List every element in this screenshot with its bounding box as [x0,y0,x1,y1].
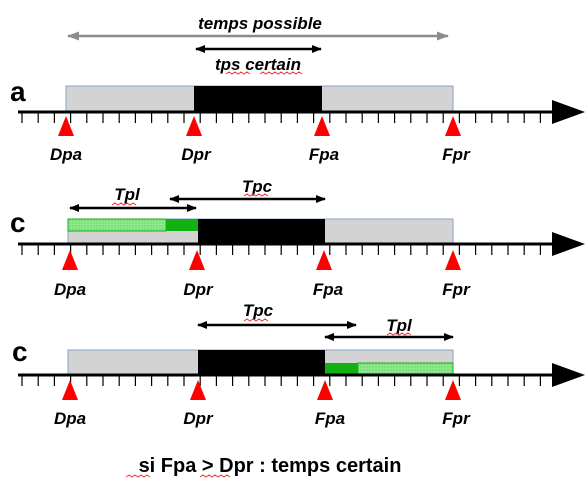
marker-label-dpa: Dpa [54,409,86,428]
row-c-markers [62,380,461,400]
row-label-a: a [10,76,26,107]
row-b-markers [62,250,461,270]
tps-certain-label: tps certain [215,55,301,74]
marker-fpa-triangle [317,380,333,400]
squiggle-underline [243,318,269,322]
temps-possible-label: temps possible [198,14,322,33]
marker-fpr-triangle [445,116,461,136]
marker-label-dpa: Dpa [50,145,82,164]
row-b-green-dark-bar [166,219,198,231]
marker-label-fpr: Fpr [442,280,471,299]
axis-arrowhead [552,232,585,256]
row-c-arrow2-label: Tpl [386,316,413,335]
squiggle-underline [225,71,251,75]
marker-label-fpa: Fpa [315,409,345,428]
marker-dpr-triangle [190,380,206,400]
row-b-time-axis [18,232,585,256]
marker-label-dpr: Dpr [183,280,214,299]
row-c-green-light-bar [357,362,454,376]
squiggle-underline [125,474,151,478]
row-label-b: c [10,207,26,238]
marker-dpr-triangle [189,250,205,270]
squiggle-underline [259,71,303,75]
marker-label-fpa: Fpa [309,145,339,164]
row-a-time-axis [18,100,585,124]
marker-dpr-triangle [186,116,202,136]
row-a-certain-bar [194,86,322,112]
marker-label-fpa: Fpa [313,280,343,299]
marker-label-fpr: Fpr [442,145,471,164]
axis-arrowhead [552,363,585,387]
row-b-green-light-bar [67,218,167,232]
marker-dpa-triangle [58,116,74,136]
row-c-arrow1-label: Tpc [243,301,274,320]
squiggle-underline [243,193,269,197]
row-b-arrow2-label: Tpc [242,177,273,196]
marker-fpr-triangle [445,380,461,400]
marker-label-dpr: Dpr [181,145,212,164]
row-b-arrow1-label: Tpl [114,185,141,204]
squiggle-underline [199,474,231,478]
marker-label-fpr: Fpr [442,409,471,428]
row-label-c: c [12,336,28,367]
row-c-green-dark-bar [325,363,358,375]
marker-dpa-triangle [62,380,78,400]
caption: si Fpa > Dpr : temps certain [139,455,402,477]
squiggle-underline [386,332,412,336]
row-a-markers [58,116,461,136]
axis-arrowhead [552,100,585,124]
marker-fpa-triangle [316,250,332,270]
marker-label-dpa: Dpa [54,280,86,299]
squiggle-underline [111,202,137,206]
marker-dpa-triangle [62,250,78,270]
marker-label-dpr: Dpr [183,409,214,428]
row-b-certain-bar [198,219,325,243]
marker-fpr-triangle [445,250,461,270]
marker-fpa-triangle [314,116,330,136]
row-c-certain-bar [198,350,325,375]
row-c-time-axis [18,363,585,387]
